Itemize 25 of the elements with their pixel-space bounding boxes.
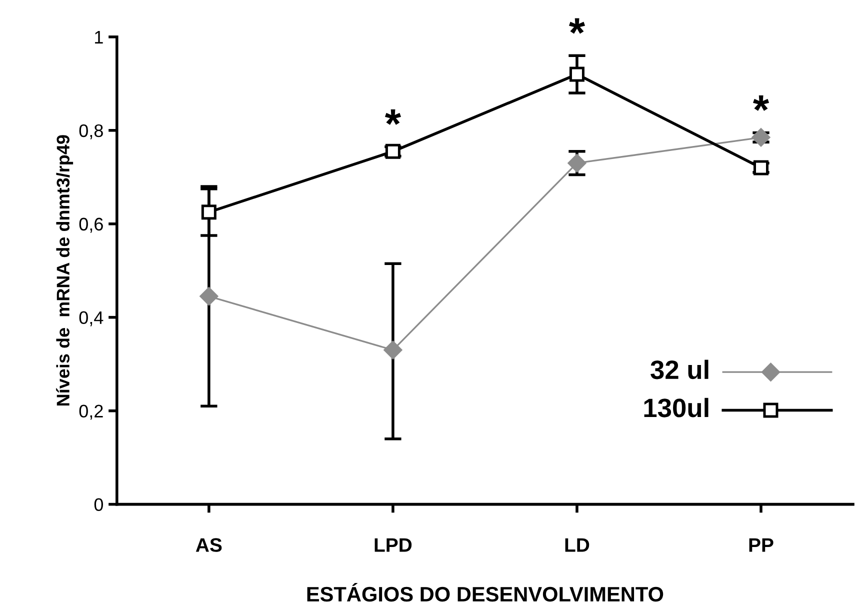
y-tick-label: 0,6 xyxy=(79,218,103,233)
x-tick-label: LD xyxy=(565,538,590,552)
y-tick-label: 0,4 xyxy=(79,311,104,326)
point xyxy=(569,66,584,82)
x-axis-title: ESTÁGIOS DO DESENVOLVIMENTO xyxy=(307,582,664,602)
annotation: * xyxy=(384,109,402,125)
point xyxy=(200,287,218,306)
y-axis-title: Níveis de mRNA de dnmt3/rp49 xyxy=(56,135,74,406)
x-tick-label: LPD xyxy=(374,538,412,552)
point xyxy=(201,204,216,220)
x-tick-label: AS xyxy=(196,538,222,552)
legend-label: 32 ul xyxy=(650,360,708,380)
x-tick-label: PP xyxy=(749,538,774,552)
annotation: * xyxy=(753,95,770,111)
y-tick-label: 0,2 xyxy=(79,404,103,420)
y-tick-label: 0 xyxy=(94,498,104,512)
point xyxy=(752,128,770,146)
legend-label: 130ul xyxy=(644,398,708,418)
y-tick-label: 0,8 xyxy=(79,124,103,140)
point xyxy=(753,160,768,176)
point xyxy=(568,154,586,172)
point xyxy=(384,340,402,360)
y-tick-label: 1 xyxy=(95,31,103,44)
text: * xyxy=(568,18,586,34)
point xyxy=(385,144,400,159)
